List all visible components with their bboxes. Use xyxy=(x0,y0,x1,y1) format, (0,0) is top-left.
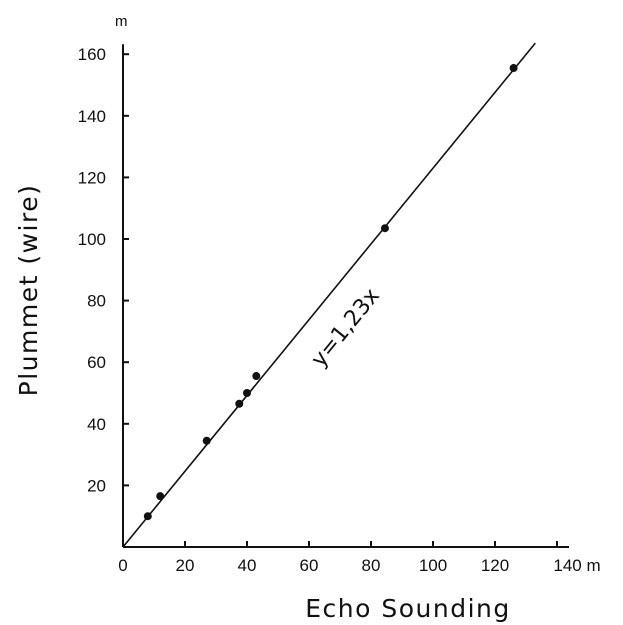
x-tick-label: 100 xyxy=(419,556,447,575)
data-point xyxy=(243,389,251,397)
axes xyxy=(122,44,569,548)
x-ticks: 0 20 40 60 80 100 120 140 m xyxy=(118,541,601,575)
data-point xyxy=(143,512,152,521)
x-tick-label: 140 m xyxy=(553,556,600,575)
y-tick-label: 120 xyxy=(78,168,106,187)
y-axis-title: Plummet (wire) xyxy=(14,184,43,397)
fit-equation-annotation: y=1,23x xyxy=(307,284,385,372)
data-point xyxy=(380,224,389,233)
y-ticks: 20 40 60 80 100 120 140 160 xyxy=(78,45,129,495)
x-tick-label: 80 xyxy=(362,556,381,575)
data-point xyxy=(202,436,211,445)
data-point xyxy=(252,372,261,381)
x-tick-label: 20 xyxy=(176,556,195,575)
data-point xyxy=(509,64,518,73)
x-tick-label: 120 xyxy=(481,556,509,575)
y-tick-label: 40 xyxy=(87,415,106,434)
data-points xyxy=(143,64,518,521)
y-tick-label: 160 xyxy=(78,45,106,64)
y-tick-label: 80 xyxy=(87,292,106,311)
y-axis-unit: m xyxy=(115,13,128,30)
fit-line xyxy=(122,42,536,548)
x-tick-label: 60 xyxy=(300,556,319,575)
y-tick-label: 100 xyxy=(78,230,106,249)
x-axis-title: Echo Sounding xyxy=(305,594,511,623)
fit-line-group xyxy=(122,42,536,548)
x-tick-label: 0 xyxy=(118,556,127,575)
y-tick-label: 140 xyxy=(78,107,106,126)
y-tick-label: 60 xyxy=(87,353,106,372)
y-tick-label: 20 xyxy=(87,476,106,495)
data-point xyxy=(235,399,244,408)
x-tick-label: 40 xyxy=(238,556,257,575)
data-point xyxy=(156,492,165,501)
